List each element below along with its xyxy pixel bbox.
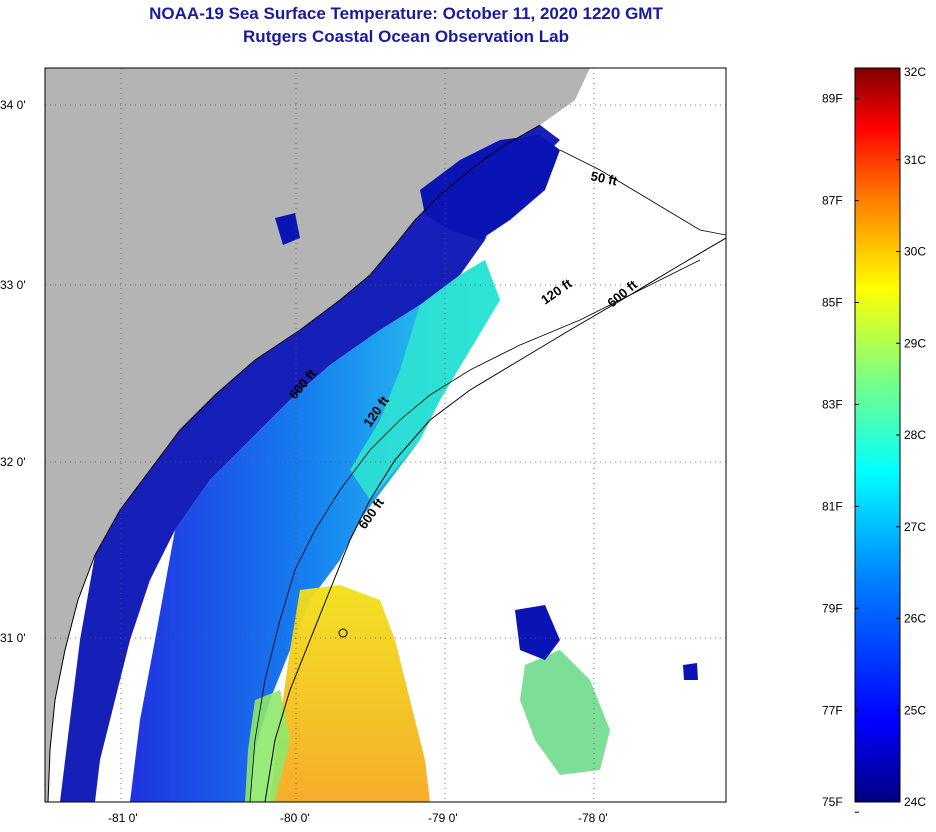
graticule bbox=[45, 68, 726, 802]
outer-shelf-band bbox=[350, 260, 500, 500]
colorbar-fahrenheit-label: 77F bbox=[822, 703, 843, 717]
transition-patch bbox=[245, 690, 290, 802]
colorbar-fahrenheit-label: 87F bbox=[822, 194, 843, 208]
lon-tick-label: -81 0' bbox=[108, 811, 138, 825]
colorbar-fahrenheit-label: 79F bbox=[822, 601, 843, 615]
colorbar-fahrenheit-label: 81F bbox=[822, 499, 843, 513]
land-area bbox=[45, 68, 590, 802]
offshore-patch-east bbox=[520, 650, 610, 775]
offshore-blue-patch bbox=[515, 605, 560, 660]
coastline bbox=[47, 124, 541, 802]
isobath-120ft bbox=[249, 259, 701, 802]
map-frame bbox=[44, 67, 727, 803]
colorbar-celsius-label: 27C bbox=[904, 520, 926, 534]
lat-tick-label: 32 0' bbox=[0, 455, 26, 469]
nearshore-cold-cluster bbox=[420, 135, 560, 240]
colorbar-fahrenheit-label: 83F bbox=[822, 397, 843, 411]
isobath-600ft bbox=[264, 237, 726, 802]
colorbar-celsius-label: 31C bbox=[904, 153, 926, 167]
lat-tick-label: 33 0' bbox=[0, 278, 26, 292]
colorbar-celsius-labels: 32C 31C 30C 29C 28C 27C 26C 25C 24C bbox=[896, 65, 926, 809]
colorbar-celsius-label: 29C bbox=[904, 336, 926, 350]
contour-label-50ft: 50 ft bbox=[589, 168, 619, 188]
colorbar-fahrenheit-labels: 89F 87F 85F 83F 81F 79F 77F 75F bbox=[822, 92, 859, 813]
small-cold-patch-2 bbox=[683, 663, 698, 680]
isobath-50ft bbox=[559, 149, 726, 236]
lon-tick-label: -79 0' bbox=[428, 811, 458, 825]
map-subtitle: Rutgers Coastal Ocean Observation Lab bbox=[243, 27, 569, 46]
small-cold-patch bbox=[275, 213, 300, 245]
colorbar-fahrenheit-label: 89F bbox=[822, 92, 843, 106]
lon-tick-label: -78 0' bbox=[578, 811, 608, 825]
colorbar-fahrenheit-label: 75F bbox=[822, 795, 843, 809]
lon-tick-label: -80 0' bbox=[280, 811, 310, 825]
lat-tick-label: 34 0' bbox=[0, 98, 26, 112]
colorbar-celsius-label: 32C bbox=[904, 65, 926, 79]
colorbar-celsius-label: 26C bbox=[904, 612, 926, 626]
colorbar-celsius-label: 28C bbox=[904, 428, 926, 442]
colorbar-celsius-label: 30C bbox=[904, 245, 926, 259]
colorbar-celsius-label: 25C bbox=[904, 703, 926, 717]
lat-tick-label: 31 0' bbox=[0, 631, 26, 645]
colorbar-fahrenheit-label: 85F bbox=[822, 295, 843, 309]
sea-mount-marker bbox=[338, 628, 348, 638]
nearshore-cold-band bbox=[60, 125, 560, 802]
colorbar bbox=[854, 67, 901, 803]
map-title: NOAA-19 Sea Surface Temperature: October… bbox=[149, 4, 663, 23]
colorbar-celsius-label: 24C bbox=[904, 795, 926, 809]
inland-nodata bbox=[575, 68, 726, 110]
